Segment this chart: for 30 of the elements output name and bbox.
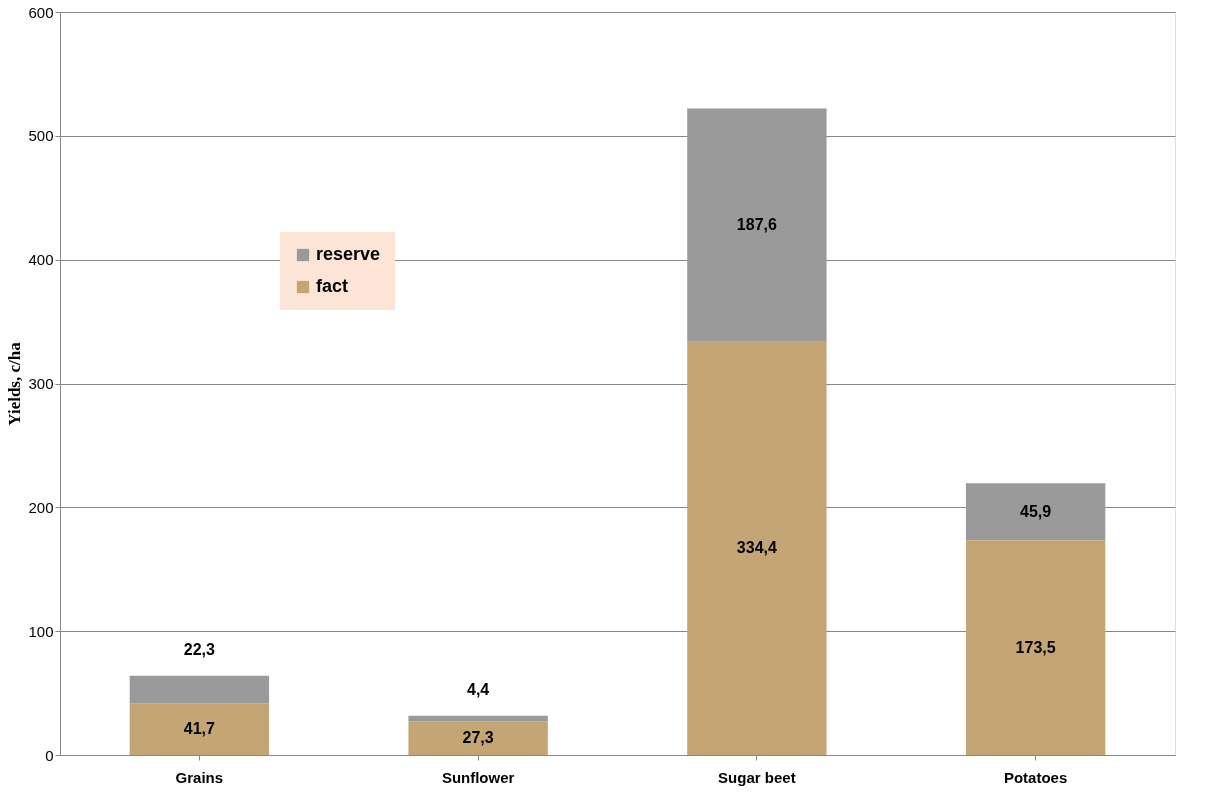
data-label: 334,4 xyxy=(736,538,777,556)
data-label: 45,9 xyxy=(1020,502,1052,520)
bar xyxy=(965,483,1106,541)
bar xyxy=(687,340,827,755)
y-tick-label: 0 xyxy=(45,746,54,764)
bar xyxy=(408,721,548,755)
data-label: 27,3 xyxy=(462,729,494,747)
y-tick-label: 200 xyxy=(28,498,54,516)
x-tick-label: Potatoes xyxy=(1003,768,1068,786)
data-label: 173,5 xyxy=(1015,638,1056,656)
legend-label: reserve xyxy=(316,244,381,264)
x-tick-label: Grains xyxy=(175,768,224,786)
y-tick-label: 600 xyxy=(28,3,54,21)
bar xyxy=(129,703,270,755)
y-tick-label: 300 xyxy=(28,375,54,392)
bar xyxy=(408,715,548,722)
data-label: 22,3 xyxy=(183,640,216,658)
legend-label: fact xyxy=(316,276,349,296)
bar xyxy=(129,675,270,704)
x-tick-label: Sunflower xyxy=(441,768,515,786)
y-tick-label: 100 xyxy=(28,622,54,640)
y-axis-title: Yields, c/ha xyxy=(5,341,25,426)
bar xyxy=(687,108,827,341)
y-tick-label: 400 xyxy=(28,251,54,269)
x-tick-label: Sugar beet xyxy=(718,768,796,786)
data-label: 4,4 xyxy=(467,680,490,698)
data-label: 187,6 xyxy=(736,215,777,233)
y-tick-label: 500 xyxy=(28,127,54,145)
data-label: 41,7 xyxy=(183,720,216,738)
bar xyxy=(965,540,1106,755)
